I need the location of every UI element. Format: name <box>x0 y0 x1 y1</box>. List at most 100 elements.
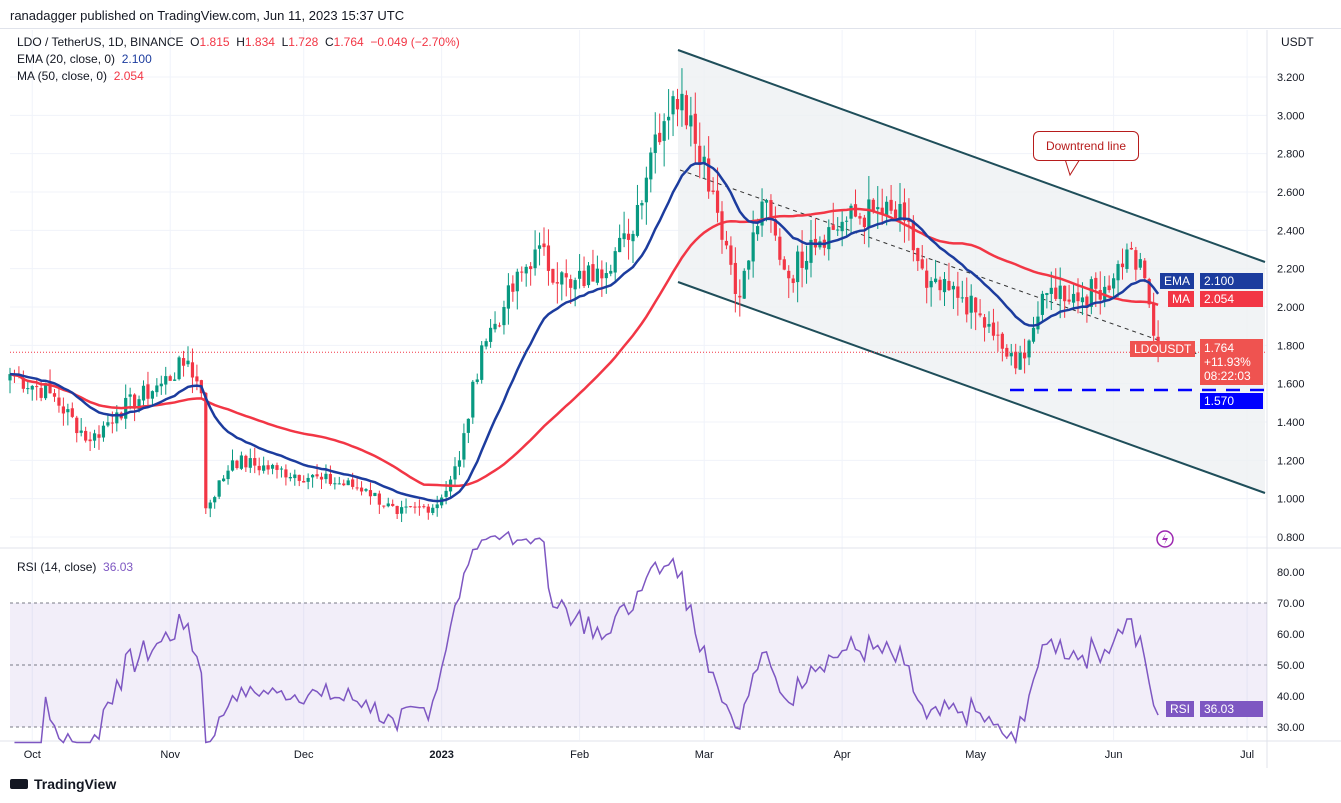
symbol-tag: LDOUSDT <box>1130 341 1196 357</box>
time-tick-label: Jun <box>1105 749 1123 761</box>
candle-body <box>702 156 706 164</box>
rsi-legend[interactable]: RSI (14, close) 36.03 <box>17 560 133 574</box>
candle-body <box>337 483 341 485</box>
candle-body <box>506 285 510 309</box>
candle-body <box>79 430 83 433</box>
candle-body <box>52 393 57 397</box>
candle-body <box>346 480 350 486</box>
candle-body <box>778 236 782 260</box>
candle-body <box>413 506 417 508</box>
candle-body <box>796 251 800 283</box>
candle-body <box>248 458 252 468</box>
ma-legend[interactable]: MA (50, close, 0) 2.054 <box>17 69 144 83</box>
candle-body <box>408 506 413 508</box>
price-change-pct: +11.93% <box>1204 355 1251 369</box>
rsi-tick-label: 30.00 <box>1277 722 1305 734</box>
candle-body <box>1112 278 1116 289</box>
candle-body <box>208 502 212 509</box>
candle-body <box>511 283 515 292</box>
ma-value: 2.054 <box>113 69 144 83</box>
support-price-tag: 1.570 <box>1200 393 1263 409</box>
candle-body <box>8 374 12 381</box>
candle-body <box>1036 316 1040 330</box>
candle-body <box>751 232 755 262</box>
candle-body <box>222 478 226 482</box>
ma-tag-label: MA <box>1168 291 1194 307</box>
last-price: 1.764 <box>1204 341 1235 355</box>
candle-body <box>417 506 421 508</box>
candle-body <box>359 487 364 492</box>
candle-body <box>311 474 315 478</box>
logo-icon <box>10 779 28 789</box>
candle-body <box>662 121 666 141</box>
candle-body <box>480 345 484 380</box>
candle-body <box>368 490 373 497</box>
candle-body <box>333 483 337 485</box>
candle-body <box>747 260 751 270</box>
candle-body <box>426 506 430 513</box>
candle-body <box>978 313 982 316</box>
candle-body <box>217 480 221 497</box>
candle-body <box>742 270 746 299</box>
candle-body <box>110 422 114 424</box>
candle-body <box>270 464 275 469</box>
candle-body <box>889 199 893 211</box>
candle-body <box>48 382 52 394</box>
last-price-tag: 1.764 +11.93% 08:22:03 <box>1200 339 1263 385</box>
candle-body <box>520 271 524 273</box>
alert-icon <box>1156 530 1174 548</box>
candle-body <box>836 229 840 231</box>
candle-body <box>582 270 586 287</box>
candle-body <box>257 465 261 471</box>
candle-body <box>489 327 493 342</box>
time-tick-label: Feb <box>570 749 589 761</box>
candle-body <box>1040 293 1044 315</box>
candle-body <box>573 280 577 290</box>
candle-body <box>391 503 395 506</box>
candle-body <box>938 279 942 291</box>
candle-body <box>1138 259 1142 268</box>
candle-body <box>916 248 920 262</box>
time-tick-label: Oct <box>24 749 41 761</box>
candle-body <box>689 115 693 127</box>
candle-body <box>204 392 208 509</box>
candle-body <box>173 379 177 381</box>
candle-body <box>898 203 902 221</box>
candle-body <box>70 408 74 417</box>
high-label: H <box>236 35 245 49</box>
candle-body <box>1125 249 1129 269</box>
candle-body <box>1116 264 1120 281</box>
symbol-name[interactable]: LDO / TetherUS, 1D, BINANCE <box>17 35 184 49</box>
price-tick-label: 2.000 <box>1277 302 1305 314</box>
candle-body <box>649 152 653 180</box>
candle-body <box>640 202 644 206</box>
candle-body <box>609 270 613 274</box>
candle-body <box>302 481 306 483</box>
ema-legend[interactable]: EMA (20, close, 0) 2.100 <box>17 52 152 66</box>
candle-body <box>444 490 448 497</box>
bar-countdown: 08:22:03 <box>1204 369 1251 383</box>
candle-body <box>626 233 631 240</box>
time-tick-label: Apr <box>834 749 851 761</box>
price-tick-label: 2.200 <box>1277 264 1305 276</box>
candle-body <box>578 270 582 279</box>
downtrend-annotation[interactable]: Downtrend line <box>1033 131 1139 161</box>
candle-body <box>61 406 65 414</box>
candle-body <box>502 307 506 326</box>
candle-body <box>960 297 964 299</box>
price-tick-label: 1.200 <box>1277 455 1305 467</box>
candle-body <box>97 434 101 438</box>
price-tick-label: 0.800 <box>1277 532 1305 544</box>
candle-body <box>279 468 284 470</box>
candle-body <box>934 278 938 283</box>
candle-body <box>159 383 163 387</box>
candle-body <box>239 455 243 469</box>
candle-body <box>982 317 987 328</box>
chart-frame[interactable] <box>0 28 1341 769</box>
candle-body <box>560 272 564 285</box>
candle-body <box>1023 352 1027 359</box>
candle-body <box>1014 351 1018 369</box>
tradingview-logo[interactable]: TradingView <box>10 776 116 792</box>
candle-body <box>373 492 377 496</box>
